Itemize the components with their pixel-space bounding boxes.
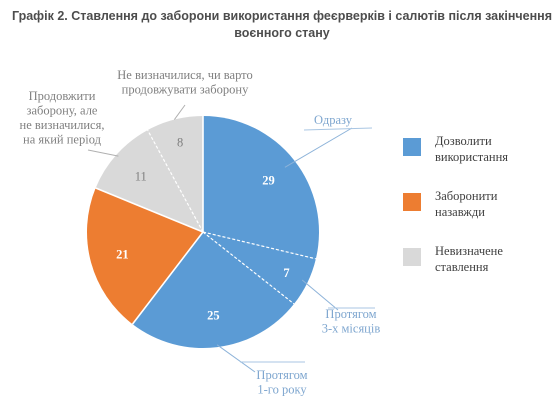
- slice-separator-5: [147, 129, 204, 233]
- chart-title: Графік 2. Ставлення до заборони використ…: [8, 8, 556, 42]
- pie-slice-3: [87, 188, 203, 325]
- value-label-0: 29: [262, 174, 275, 188]
- value-label-2: 25: [207, 308, 220, 322]
- legend-swatch-1: [403, 193, 421, 211]
- leader-line-5: [173, 104, 186, 120]
- leader-line-2: [216, 344, 256, 373]
- category-label-5: Не визначилися, чи варто продовжувати заб…: [117, 68, 252, 97]
- value-label-1: 7: [283, 266, 289, 280]
- label-underline-0: [303, 127, 373, 131]
- leader-line-4: [87, 149, 119, 157]
- category-label-4: Продовжити заборону, але не визначилися, на…: [20, 89, 105, 147]
- slice-separator-3: [131, 231, 204, 325]
- legend-swatch-0: [403, 138, 421, 156]
- value-label-4: 11: [135, 170, 147, 184]
- pie-slice-2: [132, 232, 295, 348]
- pie-slice-4: [95, 130, 203, 232]
- pie-slice-0: [203, 116, 320, 259]
- category-label-1: Протягом 3-х місяців: [322, 307, 381, 336]
- chart-title-text: Ставлення до заборони використання феєрв…: [71, 9, 553, 40]
- value-label-3: 21: [116, 247, 129, 261]
- legend-swatch-2: [403, 248, 421, 266]
- pie-slice-1: [203, 232, 316, 304]
- leader-line-1: [301, 279, 339, 311]
- chart-title-label: Графік 2.: [11, 9, 68, 23]
- legend-label-0: Дозволити використання: [435, 134, 508, 164]
- category-label-2: Протягом 1-го року: [256, 368, 307, 397]
- pie-slice-5: [147, 116, 203, 232]
- slice-separator-4: [95, 187, 204, 233]
- leader-line-0: [284, 127, 353, 168]
- legend-label-2: Невизначене ставлення: [435, 244, 503, 274]
- slice-separator-1: [202, 231, 316, 260]
- category-label-0: Одразу: [314, 113, 353, 127]
- value-label-5: 8: [177, 136, 183, 150]
- legend-label-1: Заборонити назавжди: [435, 189, 498, 219]
- slice-separator-2: [202, 231, 295, 305]
